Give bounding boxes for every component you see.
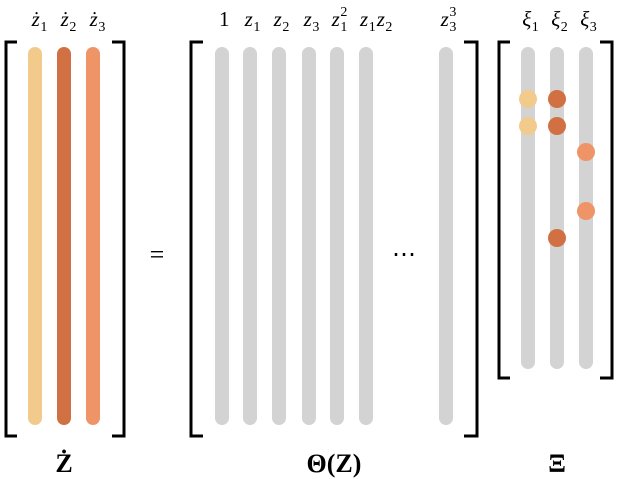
column-label: z 33 [440, 5, 457, 35]
nonzero-dot [519, 117, 537, 135]
label-base: z [331, 7, 340, 31]
nonzero-dot [548, 117, 566, 135]
label-base: z [303, 7, 312, 31]
bracket [4, 40, 17, 438]
bracket [189, 40, 203, 438]
nonzero-dot [519, 90, 537, 108]
bracket [497, 40, 510, 380]
label-base: 1 [219, 7, 230, 31]
label-base: z [376, 7, 385, 31]
nonzero-dot [577, 202, 595, 220]
matrix-name: Ξ [548, 449, 566, 478]
column-label: 1 [219, 7, 230, 31]
label-subscript: 1 [532, 20, 539, 35]
label-base: ξ [522, 7, 531, 31]
ellipsis: ⋯ [392, 242, 416, 268]
label-base: ż [60, 7, 69, 31]
label-superscript: 2 [340, 5, 347, 20]
label-superscript: 3 [449, 5, 456, 20]
equals-sign: = [150, 240, 165, 269]
label-subscript: 2 [282, 20, 289, 35]
column-labels: ż 1 ż 2 ż 3 1 z 1 z 2 z 3 z 12 z 1 z 2 z 33 ξ 1 ξ 2 ξ 3 [31, 5, 597, 35]
nonzero-dot [548, 90, 566, 108]
label-base: z [273, 7, 282, 31]
right-matrix [497, 40, 614, 380]
bracket [464, 40, 479, 438]
label-base: z [440, 7, 449, 31]
label-subscript: 3 [590, 20, 597, 35]
label-subscript: 1 [40, 20, 47, 35]
label-base: z [359, 7, 368, 31]
label-subscript: 2 [385, 20, 392, 35]
label-subscript: 1 [253, 20, 260, 35]
bracket [112, 40, 126, 438]
nonzero-dot [577, 143, 595, 161]
label-subscript: 2 [69, 20, 76, 35]
label-base: z [244, 7, 253, 31]
label-subscript: 3 [312, 20, 319, 35]
column-label: z 12 [331, 5, 348, 35]
label-subscript: 1 [340, 20, 347, 35]
matrix-name: Ż [55, 449, 72, 478]
bracket [600, 40, 614, 380]
middle-matrix [189, 40, 479, 438]
label-base: ż [89, 7, 98, 31]
label-subscript: 2 [561, 20, 568, 35]
label-base: ż [31, 7, 40, 31]
nonzero-dot [548, 229, 566, 247]
label-subscript: 1 [369, 20, 376, 35]
label-subscript: 3 [98, 20, 105, 35]
label-base: ξ [551, 7, 560, 31]
label-base: ξ [580, 7, 589, 31]
left-matrix [4, 40, 126, 438]
matrix-name: Θ(Z) [307, 449, 362, 478]
label-subscript: 3 [449, 20, 456, 35]
